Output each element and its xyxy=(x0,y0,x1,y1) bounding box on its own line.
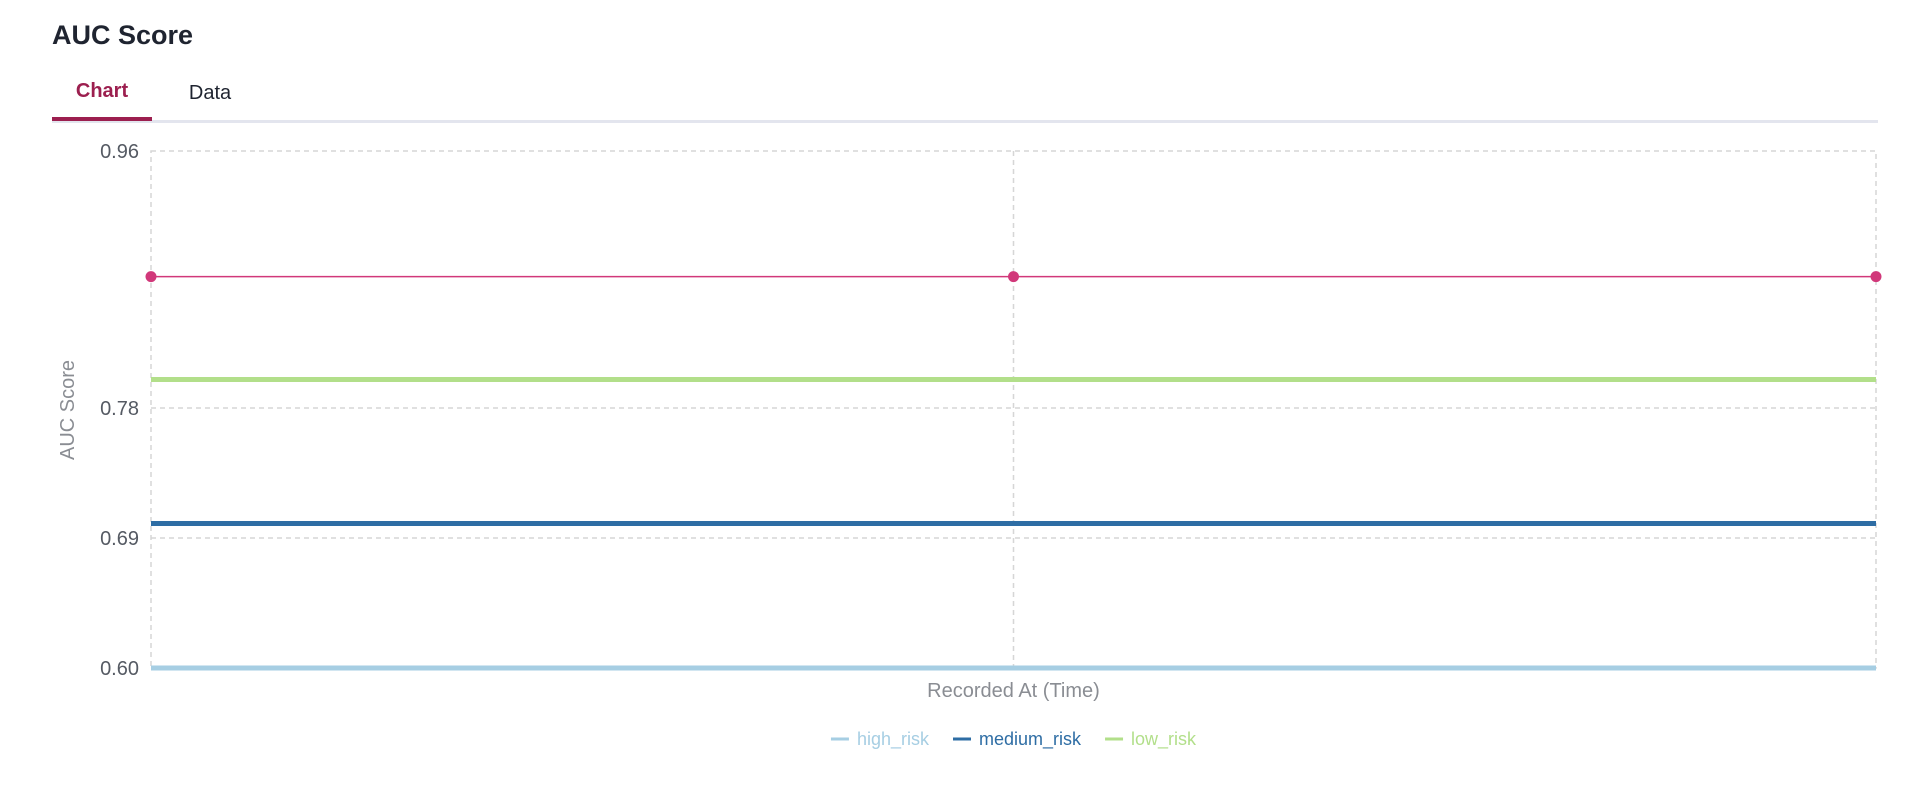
series-lines xyxy=(145,271,1882,671)
grid xyxy=(150,150,1877,669)
y-tick-label: 0.60 xyxy=(100,658,139,680)
series-point[interactable] xyxy=(145,271,157,283)
legend-label: low_risk xyxy=(1131,729,1197,750)
y-axis-ticks: 0.60 0.69 0.78 0.96 xyxy=(100,141,139,680)
tab-chart[interactable]: Chart xyxy=(52,76,152,121)
legend-item-high_risk[interactable]: high_risk xyxy=(830,729,930,750)
y-tick-label: 0.78 xyxy=(100,398,139,420)
series-point[interactable] xyxy=(1008,271,1019,283)
tab-data[interactable]: Data xyxy=(188,82,232,104)
view-tabs: Chart Data xyxy=(52,76,1878,123)
panel-title: AUC Score xyxy=(52,20,194,50)
legend-item-low_risk[interactable]: low_risk xyxy=(1105,729,1197,750)
y-tick-label: 0.96 xyxy=(100,141,139,163)
legend-label: medium_risk xyxy=(979,729,1082,750)
legend-item-medium_risk[interactable]: medium_risk xyxy=(953,729,1082,750)
legend-label: high_risk xyxy=(857,729,930,750)
plot-border xyxy=(150,150,1877,669)
series-point[interactable] xyxy=(1870,271,1882,283)
legend: high_risk medium_risk low_risk xyxy=(830,729,1197,750)
y-tick-label: 0.69 xyxy=(100,528,139,550)
y-axis-title: AUC Score xyxy=(57,360,79,460)
x-axis-title: Recorded At (Time) xyxy=(927,680,1100,702)
